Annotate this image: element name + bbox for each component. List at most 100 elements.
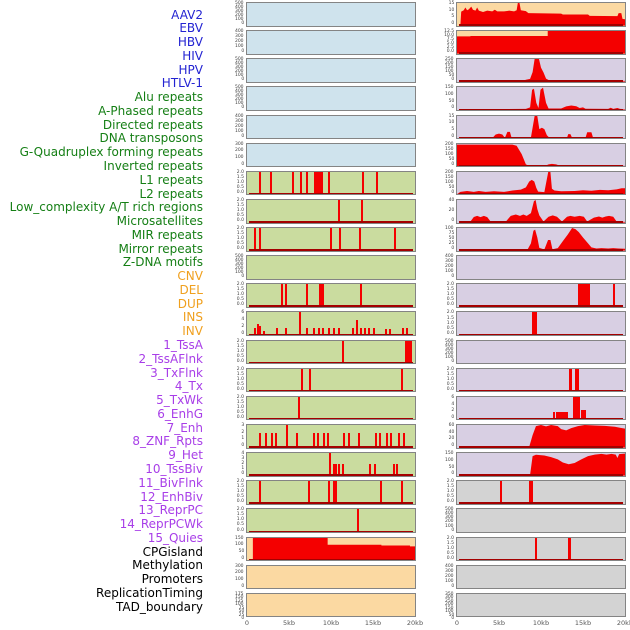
- track-panel-tad-boundary: [456, 592, 626, 618]
- data-bar: [555, 412, 569, 420]
- zero-baseline: [458, 305, 624, 307]
- data-bar: [581, 410, 587, 420]
- track-label-1-tssa: 1_TssA: [163, 338, 203, 353]
- track-label-14-reprpcwk: 14_ReprPCWk: [119, 517, 203, 532]
- track-panel-inverted-repeats: [246, 311, 416, 337]
- data-bar: [254, 228, 257, 251]
- y-ticks-10-tssbiv: 2.0 1.5 1.0 0.5 0.0: [446, 309, 454, 336]
- data-bar: [333, 327, 336, 336]
- y-ticks-cnv: 150 100 50 0: [235, 534, 244, 561]
- data-area: [460, 199, 625, 223]
- track-label-9-het: 9_Het: [168, 448, 203, 463]
- track-label-5-txwk: 5_TxWk: [156, 393, 203, 408]
- track-panel-z-dna-motifs: [246, 508, 416, 534]
- track-label-tad-boundary: TAD_boundary: [115, 599, 203, 614]
- track-label-a-phased-repeats: A-Phased repeats: [98, 103, 203, 118]
- track-label-htlv-1: HTLV-1: [161, 76, 203, 91]
- data-bar: [361, 171, 364, 195]
- data-bar: [375, 432, 378, 448]
- track-label-mir-repeats: MIR repeats: [131, 227, 203, 242]
- track-panel-12-enhbiv: [456, 367, 626, 393]
- y-ticks-15-quies: 150 100 50 0: [445, 450, 454, 477]
- y-ticks-inv: 12.5 10.0 7.5 5.0 2.5 0.0: [443, 28, 454, 54]
- data-area: [457, 144, 625, 167]
- y-ticks-low-complexity-a-t-rich-regions: 2.0 1.5 1.0 0.5 0.0: [236, 394, 244, 420]
- data-area: [252, 537, 415, 561]
- y-ticks-mirror-repeats: 2.0 1.5 1.0 0.5 0.0: [236, 478, 244, 505]
- track-panel-promoters: [456, 536, 626, 562]
- y-ticks-4-tx: 200 150 100 50 0: [445, 141, 454, 167]
- track-panel-1-tssa: [456, 58, 626, 83]
- data-bar: [299, 171, 302, 195]
- track-panel-directed-repeats: [246, 227, 416, 252]
- track-panel-cpgisland: [456, 480, 626, 505]
- zero-baseline: [458, 108, 624, 110]
- track-panel-4-tx: [456, 142, 626, 168]
- track-panel-15-quies: [456, 452, 626, 477]
- data-bar: [360, 327, 363, 336]
- zero-baseline: [248, 558, 414, 561]
- data-bar: [405, 327, 408, 336]
- data-bar: [298, 396, 301, 420]
- data-bar: [271, 432, 274, 448]
- data-bar: [332, 464, 335, 476]
- data-bar: [258, 228, 261, 251]
- track-panel-g-quadruplex-forming-repeats: [246, 283, 416, 308]
- track-panel-replicationtiming: [456, 564, 626, 590]
- data-bar: [568, 537, 571, 561]
- zero-baseline: [248, 305, 414, 307]
- zero-baseline: [458, 136, 624, 139]
- track-label-aav2: AAV2: [171, 7, 203, 22]
- x-axis-tick-left-20kb: 20kb: [406, 618, 424, 627]
- data-bar: [313, 327, 316, 336]
- data-bar: [322, 327, 325, 336]
- data-bar: [329, 453, 332, 476]
- zero-baseline: [248, 474, 414, 476]
- track-label-inv: INV: [182, 324, 203, 339]
- zero-baseline: [458, 249, 624, 251]
- track-panel-hiv: [246, 86, 416, 111]
- data-bar: [254, 327, 257, 336]
- y-ticks-tad-boundary: 350 300 250 200 150 100 50 0: [445, 591, 454, 622]
- y-ticks-dup: 175 150 125 100 75 50 25 0: [235, 591, 244, 622]
- zero-baseline: [458, 164, 624, 167]
- y-ticks-12-enhbiv: 2.0 1.5 1.0 0.5 0.0: [446, 366, 454, 392]
- data-bar: [400, 481, 403, 504]
- y-ticks-dna-transposons: 500 400 300 200 100 0: [235, 253, 244, 280]
- data-bar: [286, 425, 289, 448]
- y-ticks-methylation: 500 400 300 200 100 0: [445, 506, 454, 533]
- track-panel-8-znf-rpts: [456, 255, 626, 280]
- data-bar: [296, 432, 299, 448]
- track-label-11-bivflnk: 11_BivFlnk: [138, 475, 203, 490]
- data-bar: [285, 284, 288, 307]
- track-panel-14-reprpcwk: [456, 424, 626, 449]
- data-bar: [348, 432, 351, 448]
- track-panel-low-complexity-a-t-rich-regions: [246, 395, 416, 421]
- track-panel-microsatellites: [246, 424, 416, 449]
- x-axis-tick-right-5kb: 5kb: [492, 618, 506, 627]
- data-bar: [373, 464, 376, 476]
- data-area: [460, 59, 625, 82]
- data-area: [457, 31, 625, 54]
- data-bar: [385, 329, 388, 336]
- y-ticks-cpgisland: 2.0 1.5 1.0 0.5 0.0: [446, 478, 454, 505]
- y-ticks-2-tssaflnk: 150 100 50 0: [445, 84, 454, 111]
- zero-baseline: [248, 417, 414, 420]
- data-bar: [386, 432, 389, 448]
- track-label-dup: DUP: [177, 296, 203, 311]
- track-label-low-complexity-a-t-rich-regions: Low_complexity A/T rich regions: [9, 200, 203, 215]
- x-axis-tick-right-10kb: 10kb: [532, 618, 550, 627]
- data-area: [457, 171, 625, 195]
- data-bar: [328, 481, 331, 504]
- y-ticks-l1-repeats: 2.0 1.5 1.0 0.5 0.0: [236, 338, 244, 364]
- zero-baseline: [248, 249, 414, 251]
- track-panel-aav2: [246, 2, 416, 27]
- data-bar: [400, 368, 403, 392]
- data-bar: [553, 412, 556, 420]
- data-bar: [402, 327, 405, 336]
- track-panel-cnv: [246, 536, 416, 562]
- data-bar: [305, 327, 308, 336]
